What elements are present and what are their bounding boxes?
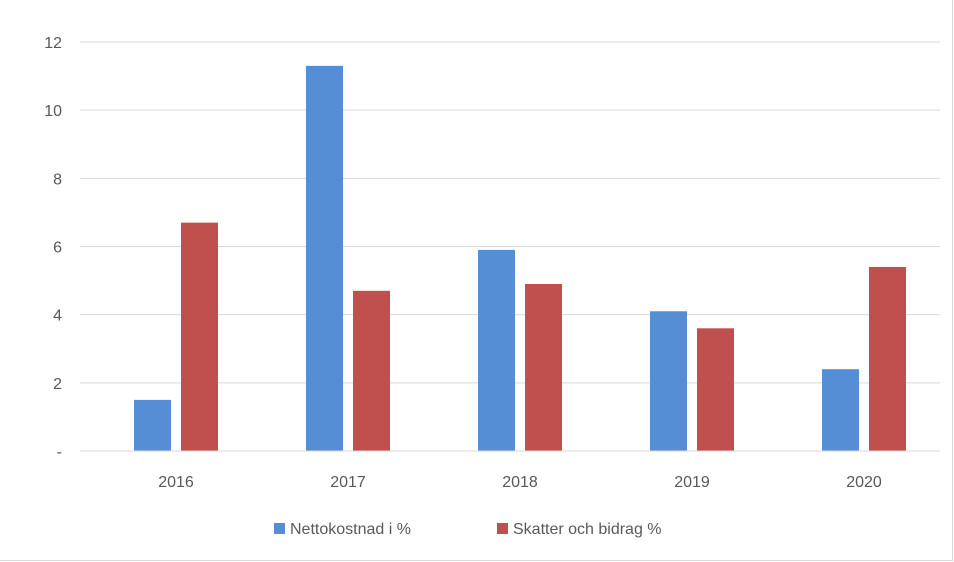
bar-skatter-2017 [353, 290, 390, 451]
bar-nettokostnad-2020 [822, 369, 859, 451]
y-tick-label: 6 [53, 240, 62, 257]
x-tick-label: 2019 [674, 474, 710, 491]
bar-nettokostnad-2017 [306, 65, 343, 451]
gridlines [80, 41, 940, 384]
bars [134, 65, 906, 451]
bar-nettokostnad-2016 [134, 399, 171, 451]
x-axis-tick-labels: 2016 2017 2018 2019 2020 [158, 474, 882, 491]
y-tick-label: 8 [53, 171, 62, 188]
legend: Nettokostnad i % Skatter och bidrag % [274, 521, 662, 538]
bar-skatter-2018 [525, 283, 562, 451]
y-tick-label: 12 [44, 35, 62, 52]
y-tick-label: 4 [53, 308, 62, 325]
legend-swatch [274, 523, 285, 534]
bar-skatter-2019 [697, 328, 734, 451]
y-tick-label: 10 [44, 103, 62, 120]
legend-label: Skatter och bidrag % [513, 521, 662, 538]
x-tick-label: 2018 [502, 474, 538, 491]
legend-swatch [497, 523, 508, 534]
y-axis-tick-labels: - 2 4 6 8 10 12 [44, 35, 62, 461]
bar-skatter-2016 [181, 222, 218, 451]
x-tick-label: 2017 [330, 474, 366, 491]
y-tick-label: - [57, 444, 62, 461]
x-tick-label: 2016 [158, 474, 194, 491]
legend-label: Nettokostnad i % [290, 521, 411, 538]
y-tick-label: 2 [53, 376, 62, 393]
bar-skatter-2020 [869, 266, 906, 451]
bar-nettokostnad-2018 [478, 249, 515, 451]
x-tick-label: 2020 [846, 474, 882, 491]
bar-nettokostnad-2019 [650, 311, 687, 451]
